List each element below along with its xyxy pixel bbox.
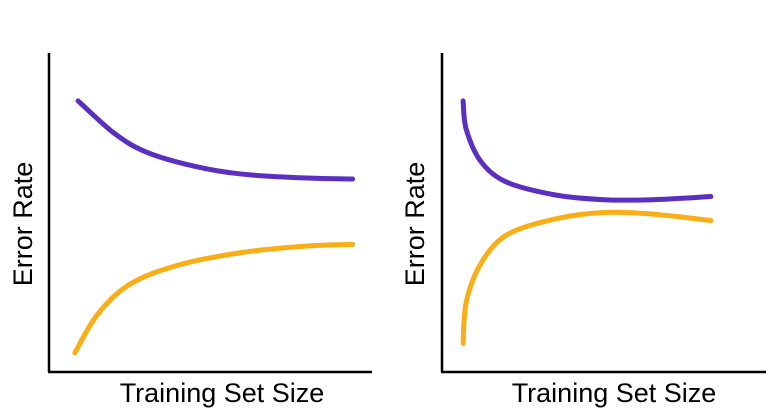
right-chart: Training Set Size Error Rate [400,53,766,408]
left-lower-curve [72,241,356,356]
right-y-axis-label: Error Rate [400,162,430,287]
right-x-axis-label: Training Set Size [512,378,717,408]
left-upper-curve [75,98,356,182]
left-chart: Training Set Size Error Rate [8,53,372,408]
right-lower-curve [460,209,714,346]
left-y-axis-label: Error Rate [8,162,38,287]
right-upper-curve [460,98,714,203]
left-x-axis-label: Training Set Size [120,378,325,408]
